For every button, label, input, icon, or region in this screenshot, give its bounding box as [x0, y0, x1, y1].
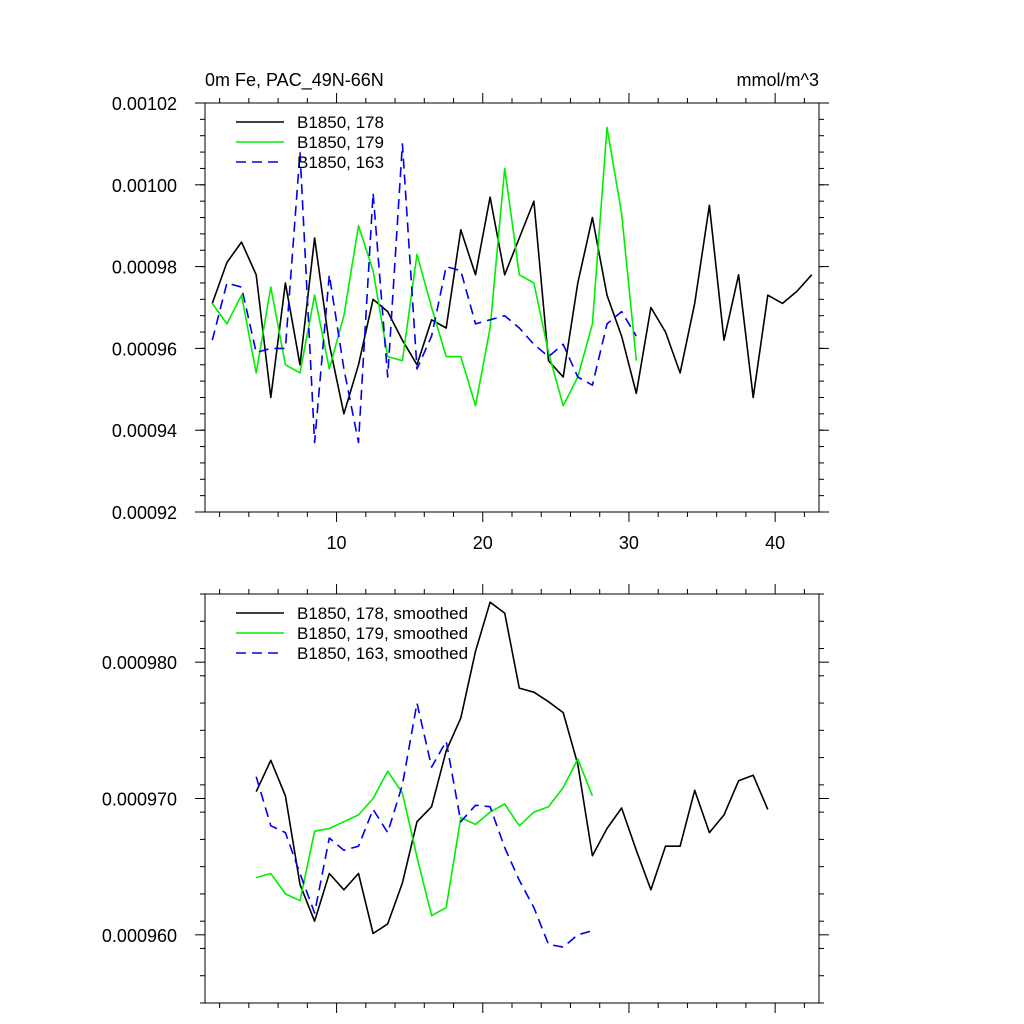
top-chart-title: 0m Fe, PAC_49N-66N: [205, 70, 384, 91]
bottom-y-tick-label: 0.000960: [102, 926, 177, 946]
top-legend-label-1: B1850, 179: [297, 133, 384, 152]
bottom-y-tick-label: 0.000980: [102, 653, 177, 673]
top-series: [211, 126, 813, 444]
top-chart-units: mmol/m^3: [737, 70, 819, 90]
top-legend-label-0: B1850, 178: [297, 113, 384, 132]
bottom-series-line-1: [255, 758, 594, 917]
bottom-ticks: [195, 584, 829, 1013]
bottom-y-tick-label: 0.000970: [102, 790, 177, 810]
bottom-panel: 0.000960 0.000970 0.000980 B1850, 178, smo…: [102, 584, 829, 1013]
top-y-tick-label: 0.00098: [112, 258, 177, 278]
bottom-tick-labels: 0.000960 0.000970 0.000980: [102, 653, 177, 946]
top-y-tick-label: 0.00094: [112, 421, 177, 441]
top-x-tick-label: 20: [473, 533, 493, 553]
top-x-tick-label: 40: [765, 533, 785, 553]
top-y-tick-label: 0.00102: [112, 94, 177, 114]
bottom-series-line-2: [255, 702, 593, 948]
top-tick-labels: 10 20 30 40 0.00092 0.00094 0.00096 0.00098 0.00…: [112, 94, 785, 553]
top-y-tick-label: 0.00096: [112, 339, 177, 359]
bottom-series: [255, 601, 769, 948]
top-series-line-0: [211, 196, 813, 415]
bottom-legend-label-0: B1850, 178, smoothed: [297, 604, 468, 623]
top-series-line-2: [211, 143, 637, 444]
bottom-series-line-0: [255, 601, 769, 935]
top-x-tick-label: 30: [619, 533, 639, 553]
top-ticks: [195, 93, 829, 522]
top-legend-label-2: B1850, 163: [297, 153, 384, 172]
top-panel: 0m Fe, PAC_49N-66N mmol/m^3 10 20 30 40 0.00…: [112, 70, 829, 553]
top-series-line-1: [211, 126, 638, 407]
top-y-tick-label: 0.00092: [112, 503, 177, 523]
bottom-legend-label-2: B1850, 163, smoothed: [297, 644, 468, 663]
top-y-tick-label: 0.00100: [112, 176, 177, 196]
bottom-legend-label-1: B1850, 179, smoothed: [297, 624, 468, 643]
top-x-tick-label: 10: [327, 533, 347, 553]
